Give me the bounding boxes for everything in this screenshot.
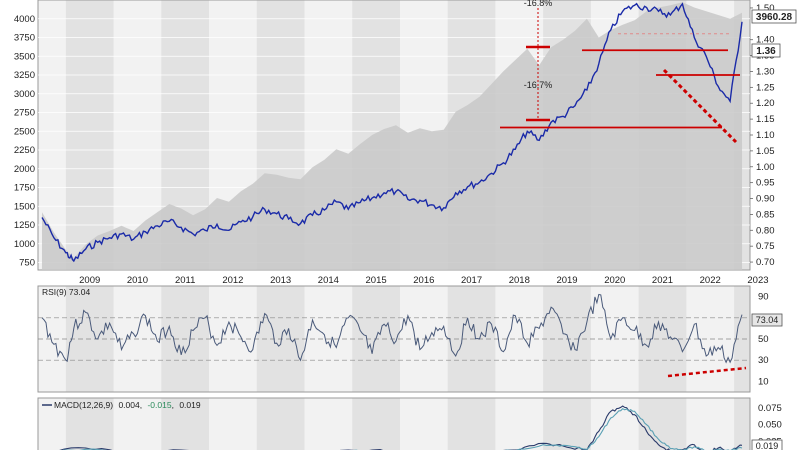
rsi-title: RSI(9) 73.04 [42, 287, 90, 297]
price-y2-tick-label: 1.15 [756, 114, 775, 125]
x-tick-label: 2013 [270, 275, 291, 286]
price-y-tick-label: 3500 [14, 51, 35, 62]
x-tick-label: 2023 [747, 275, 768, 286]
price-y2-tick-label: 0.95 [756, 178, 775, 189]
rsi-trendline [667, 366, 747, 378]
price-y-tick-label: 1000 [14, 239, 35, 250]
x-tick-label: 2022 [700, 275, 721, 286]
x-tick-label: 2010 [127, 275, 148, 286]
last-ratio-badge: 1.36 [751, 43, 781, 58]
price-y2-tick-label: 0.80 [756, 225, 775, 236]
price-y2-tick-label: 0.90 [756, 194, 775, 205]
macd-line [59, 405, 743, 450]
price-y-tick-label: 2500 [14, 126, 35, 137]
price-y2-tick-label: 1.25 [756, 82, 775, 93]
price-y-tick-label: 3250 [14, 70, 35, 81]
rsi-y-tick-label: 50 [758, 334, 769, 345]
annotation-drawdown-2: -16.7% [524, 80, 553, 90]
x-tick-label: 2009 [79, 275, 100, 286]
price-y-tick-label: 2750 [14, 108, 35, 119]
x-tick-label: 2021 [652, 275, 673, 286]
rsi-y-tick-label: 30 [758, 355, 769, 366]
macd-title-name: MACD(12,26,9) [54, 400, 113, 410]
macd-title-hist: 0.019 [179, 400, 201, 410]
price-y2-tick-label: 1.00 [756, 162, 775, 173]
price-y-tick-label: 2250 [14, 145, 35, 156]
price-y2-tick-label: 1.20 [756, 98, 775, 109]
rsi-panel: 9070503010 RSI(9) 73.04 73.04 [37, 285, 783, 393]
downtrend-line [662, 68, 738, 144]
price-y2-tick-label: 1.40 [756, 35, 775, 46]
signal-line [62, 408, 743, 450]
macd-title-signal: -0.015 [147, 400, 171, 410]
macd-title: MACD(12,26,9) 0.004, -0.015, 0.019 [42, 400, 201, 410]
rsi-last-label: 73.04 [756, 315, 779, 325]
macd-y-tick-label: 0.050 [758, 420, 782, 431]
price-y-tick-label: 3000 [14, 89, 35, 100]
svg-text:MACD(12,26,9) 0.004,: MACD(12,26,9) 0.004, -0.015, 0.019 [54, 400, 201, 410]
relative-shadow-area [41, 2, 743, 271]
price-overlays [500, 8, 740, 144]
price-line [41, 2, 743, 263]
price-y2-tick-label: 1.50 [756, 3, 775, 14]
x-tick-label: 2015 [366, 275, 387, 286]
rsi-y-tick-label: 90 [758, 292, 769, 303]
price-y-tick-label: 1750 [14, 183, 35, 194]
last-ratio-label: 1.36 [756, 46, 776, 57]
last-price-label: 3960.28 [756, 12, 793, 23]
price-y2-tick-label: 0.70 [756, 257, 775, 268]
rsi-reference-lines [38, 317, 750, 361]
price-panel: 4000 3750 3500 3250 3000 2750 2500 2250 2000 1750… [14, 0, 797, 286]
price-y-tick-label: 3750 [14, 33, 35, 44]
price-y-tick-label: 1500 [14, 201, 35, 212]
price-y-tick-label: 4000 [14, 14, 35, 25]
price-y2-tick-label: 1.30 [756, 66, 775, 77]
macd-panel-frame [37, 397, 751, 450]
macd-last-badge: 0.019 [751, 439, 783, 450]
x-axis-ticks: 2009 2010 2011 2012 2013 2014 2015 2016 2017 2018… [79, 275, 768, 286]
annotation-drawdown-1: -16.8% [524, 0, 553, 8]
price-y2-tick-label: 0.85 [756, 209, 775, 220]
macd-y-tick-label: 0.075 [758, 403, 782, 414]
price-y2-tick-label: 0.75 [756, 241, 775, 252]
price-y-tick-label: 2000 [14, 164, 35, 175]
x-tick-label: 2014 [318, 275, 339, 286]
x-tick-label: 2020 [604, 275, 625, 286]
x-tick-label: 2018 [509, 275, 530, 286]
rsi-line [41, 293, 743, 364]
price-y-tick-label: 750 [19, 258, 35, 269]
rsi-y-tick-label: 10 [758, 376, 769, 387]
macd-title-value: 0.004 [118, 400, 140, 410]
price-y-ticks-left: 4000 3750 3500 3250 3000 2750 2500 2250 2000 1750… [14, 14, 35, 269]
price-y-ticks-right: 1.501.401.351.301.251.201.151.101.051.00… [750, 3, 775, 268]
x-tick-label: 2019 [556, 275, 577, 286]
price-y2-tick-label: 1.05 [756, 146, 775, 157]
last-price-badge: 3960.28 [751, 9, 797, 24]
price-y-tick-label: 1250 [14, 220, 35, 231]
x-tick-label: 2016 [413, 275, 434, 286]
rsi-y-ticks: 9070503010 [758, 292, 769, 388]
x-tick-label: 2017 [461, 275, 482, 286]
x-tick-label: 2012 [222, 275, 243, 286]
x-tick-label: 2011 [175, 275, 195, 286]
macd-last-label: 0.019 [756, 441, 779, 450]
price-y2-tick-label: 1.10 [756, 130, 775, 141]
rsi-last-badge: 73.04 [751, 313, 783, 327]
